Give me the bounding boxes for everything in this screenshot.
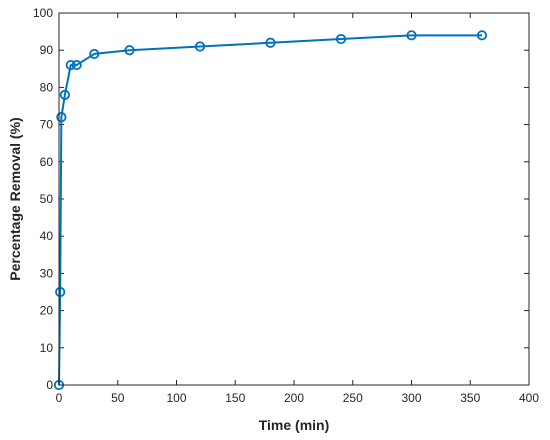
y-tick-label: 20 (40, 304, 54, 318)
data-point-marker (124, 45, 135, 56)
x-tick-label: 400 (519, 391, 539, 405)
y-tick-label: 0 (46, 378, 53, 392)
y-tick-label: 10 (40, 341, 54, 355)
x-tick-label: 100 (166, 391, 186, 405)
data-point-marker (476, 30, 488, 41)
plot-frame (58, 12, 530, 386)
plot-area (59, 13, 529, 385)
x-axis-label: Time (min) (259, 417, 330, 433)
data-point-marker (335, 33, 347, 45)
data-point-marker (55, 286, 66, 298)
data-point-marker (265, 37, 276, 48)
data-point-marker (71, 59, 82, 71)
x-tick-label: 50 (111, 391, 125, 405)
data-point-marker (65, 59, 76, 71)
y-tick-label: 50 (40, 192, 54, 206)
data-point-marker (194, 41, 206, 52)
y-tick-label: 90 (40, 43, 54, 57)
series-line (58, 34, 482, 386)
data-point-marker (406, 30, 417, 41)
y-tick-label: 80 (40, 80, 54, 94)
x-tick-label: 250 (343, 391, 363, 405)
data-point-marker (56, 112, 67, 123)
ticks-group: 0 50 100 150 200 250 300 350 400 0 10 20 30 40 50 60 70 8… (33, 6, 539, 405)
y-tick-label: 30 (40, 266, 54, 280)
y-tick-label: 60 (40, 155, 54, 169)
x-tick-label: 200 (284, 391, 304, 405)
y-tick-label: 70 (40, 118, 54, 132)
x-tick-label: 350 (460, 391, 480, 405)
y-axis-label: Percentage Removal (%) (7, 117, 23, 280)
x-tick-label: 0 (56, 391, 63, 405)
data-point-marker (89, 48, 100, 60)
data-point-marker (59, 89, 70, 100)
y-tick-label: 100 (33, 6, 53, 20)
x-tick-label: 300 (401, 391, 421, 405)
y-tick-label: 40 (40, 229, 54, 243)
x-tick-label: 150 (225, 391, 245, 405)
